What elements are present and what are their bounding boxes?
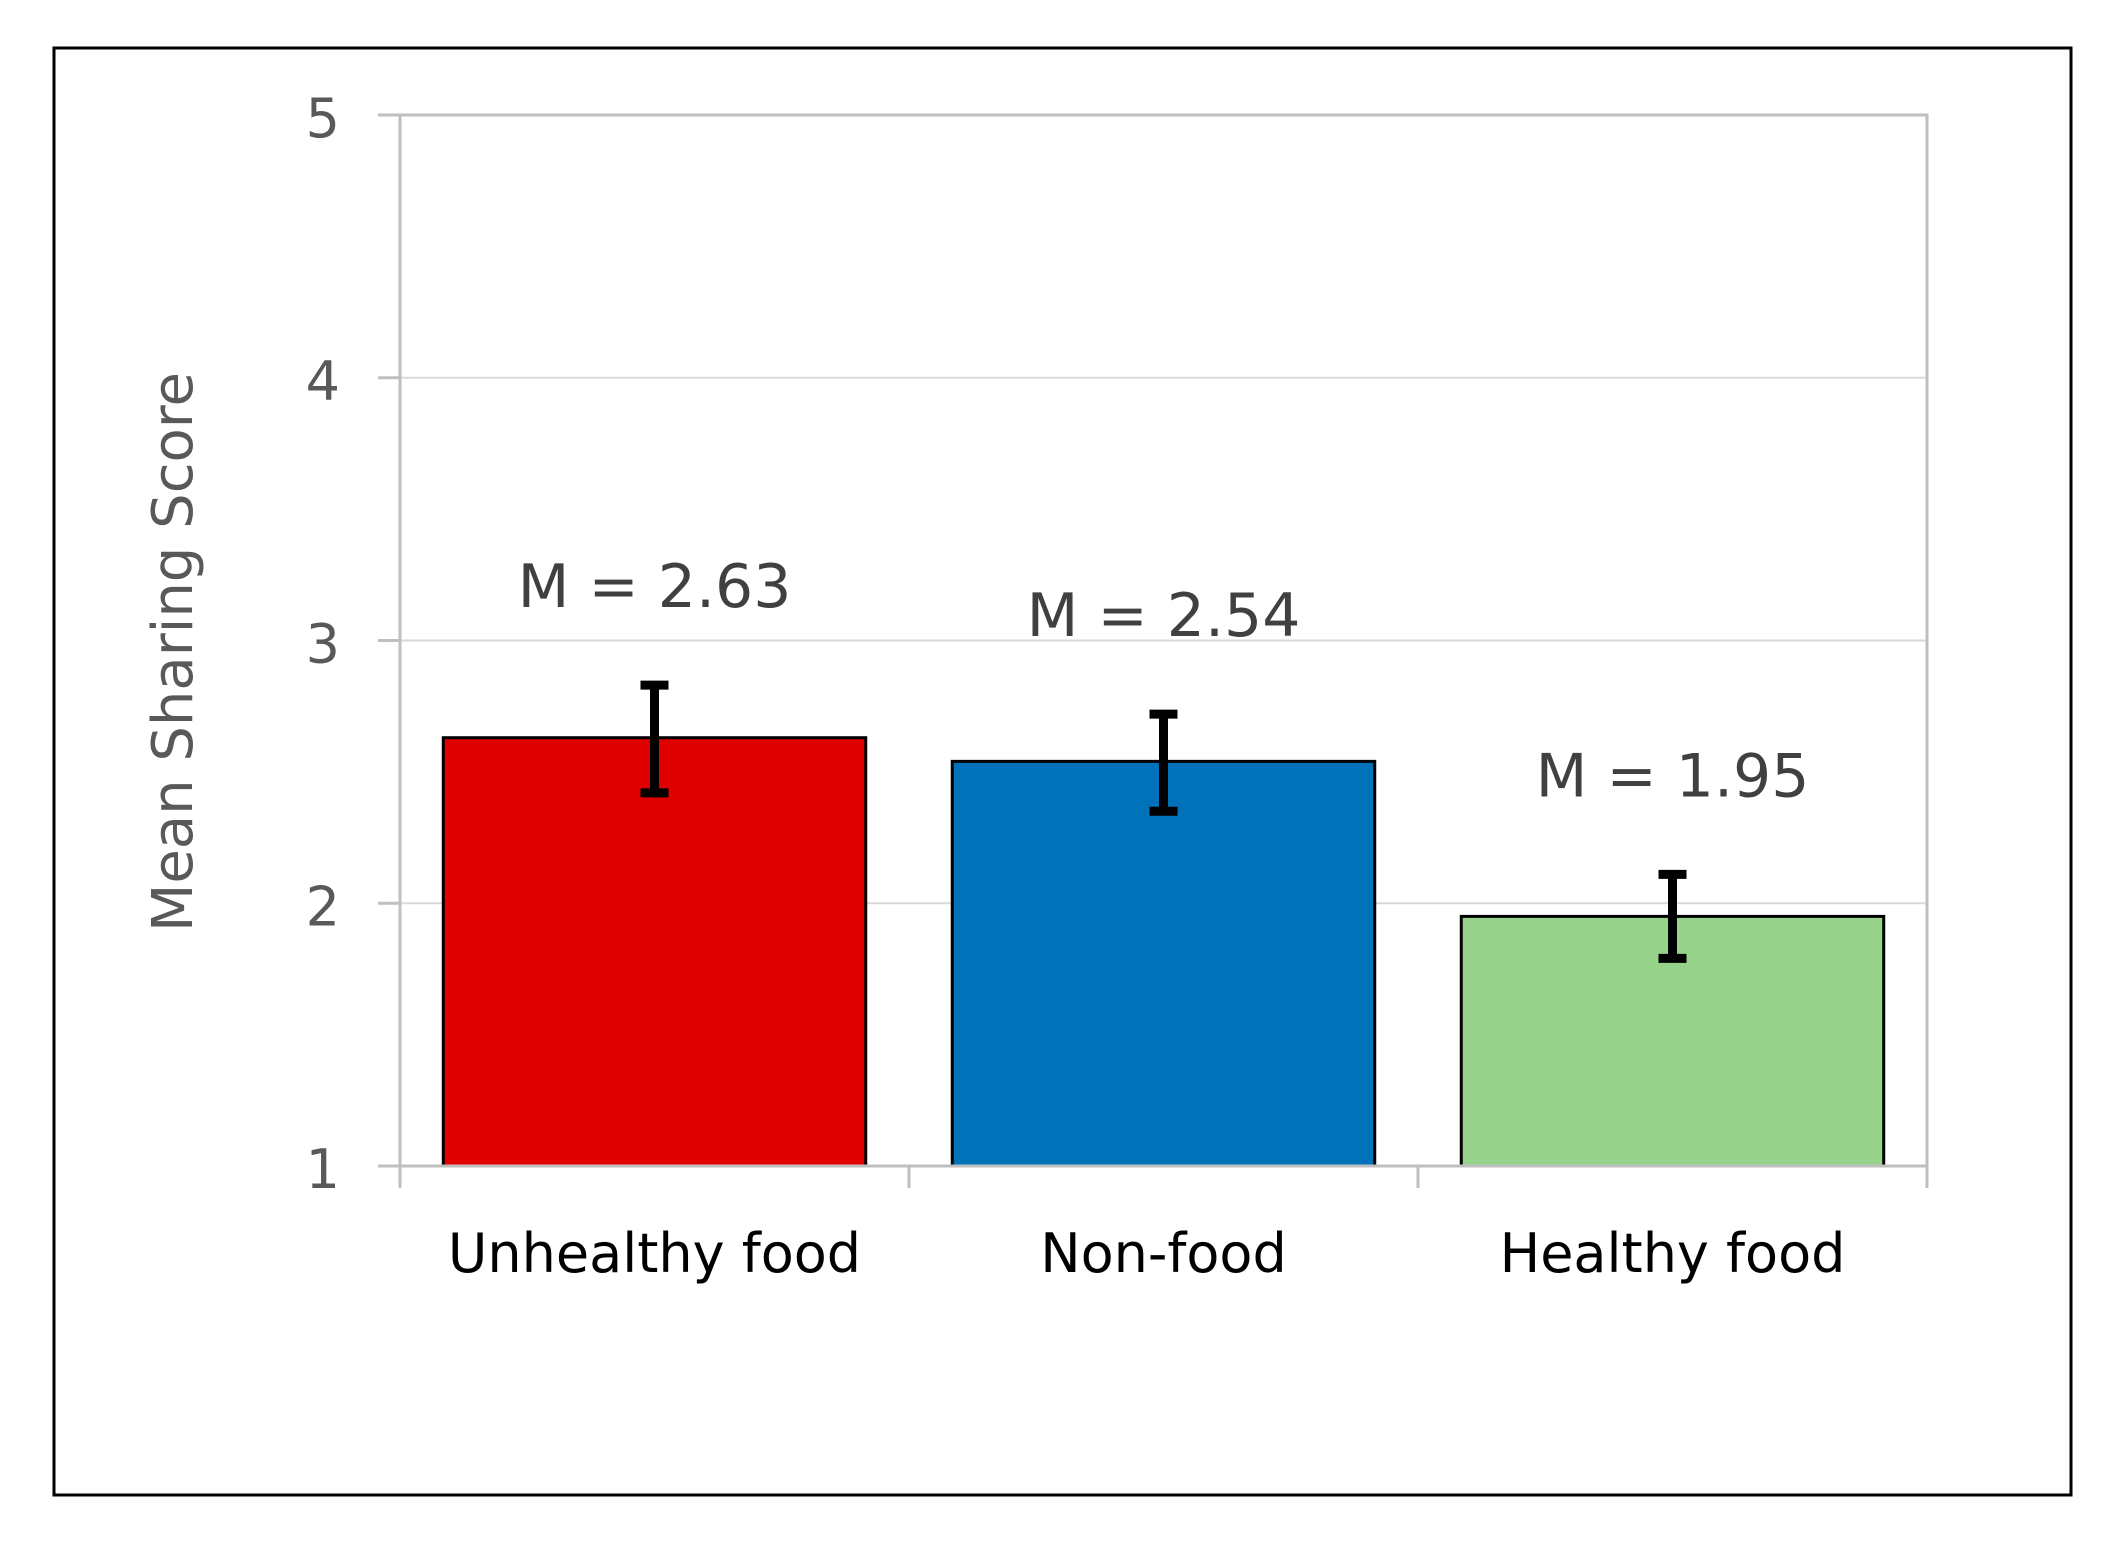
y-tick-label-1: 1 — [306, 1138, 340, 1201]
y-tick-label-3: 3 — [306, 613, 340, 676]
data-label-1: M = 2.54 — [1027, 581, 1301, 651]
data-label-2: M = 1.95 — [1536, 741, 1810, 811]
category-label-1: Non-food — [1040, 1222, 1287, 1285]
bars — [441, 736, 1886, 1168]
y-axis-label: Mean Sharing Score — [141, 372, 206, 932]
data-label-0: M = 2.63 — [518, 552, 792, 622]
x-axis-ticks: Unhealthy food Non-food Healthy food — [398, 1166, 1929, 1285]
data-labels: M = 2.63 M = 2.54 M = 1.95 — [518, 552, 1810, 811]
bar-0 — [441, 736, 868, 1168]
category-label-2: Healthy food — [1500, 1222, 1846, 1285]
category-label-0: Unhealthy food — [448, 1222, 861, 1285]
y-tick-label-5: 5 — [306, 87, 340, 150]
error-bars — [640, 680, 1687, 963]
y-tick-label-4: 4 — [306, 350, 340, 413]
y-tick-label-2: 2 — [306, 875, 340, 938]
y-axis-ticks: 1 2 3 4 5 — [306, 87, 400, 1201]
bar-1 — [950, 759, 1377, 1168]
